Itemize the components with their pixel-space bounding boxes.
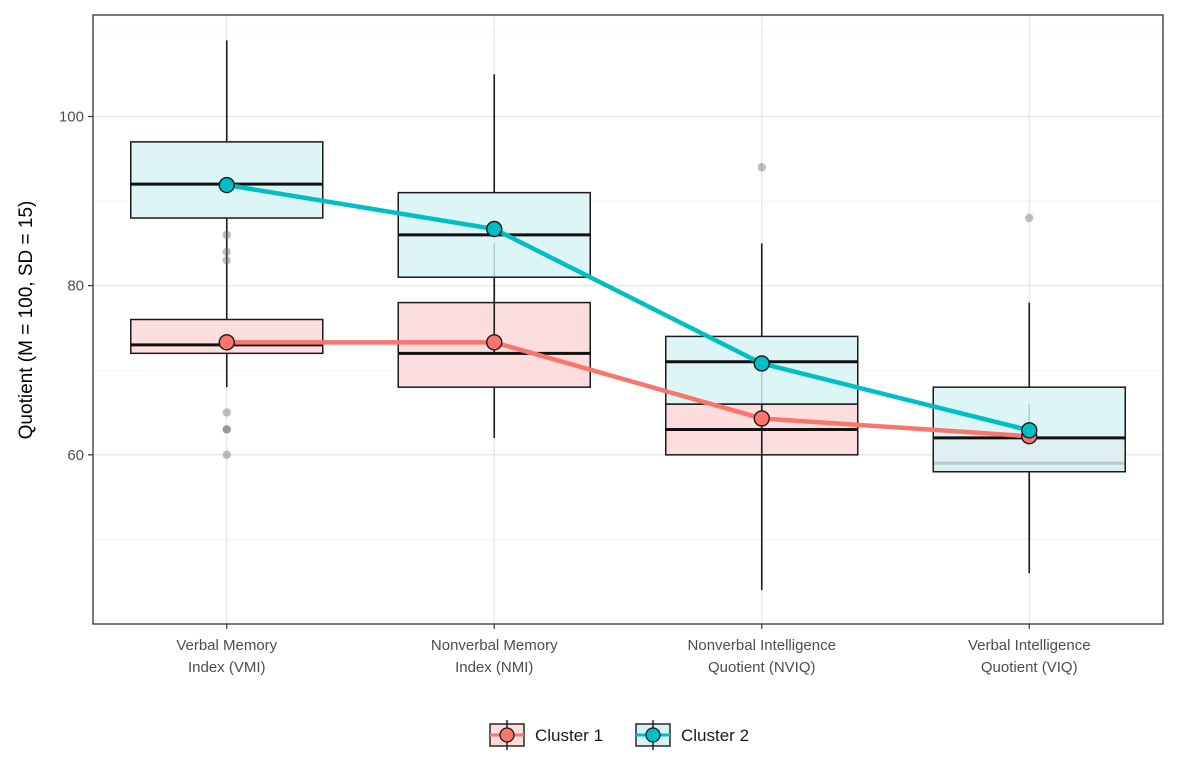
- legend: Cluster 1 Cluster 2: [489, 720, 749, 750]
- mean-line-cluster-2: [224, 182, 1032, 433]
- mean-point-cluster-2: [753, 355, 770, 372]
- outlier-point: [1025, 213, 1034, 223]
- outlier-point: [222, 450, 231, 460]
- x-tick-label: Verbal Intelligence: [968, 637, 1091, 654]
- legend-item-cluster-2: Cluster 2: [635, 720, 749, 750]
- mean-point-cluster-2: [1021, 422, 1038, 439]
- panel-border: [92, 14, 1164, 625]
- x-tick-label: Index (VMI): [188, 659, 266, 676]
- mean-point-cluster-1: [218, 334, 235, 351]
- x-tick-label: Nonverbal Memory: [431, 637, 558, 654]
- y-tick-label: 100: [59, 109, 84, 126]
- y-tick-label: 80: [67, 278, 84, 295]
- mean-point-cluster-2: [218, 176, 235, 194]
- mean-point-cluster-2: [486, 220, 503, 238]
- mean-line-cluster-1: [224, 340, 1032, 439]
- legend-key-point: [499, 727, 515, 743]
- axes: 60 80 100 Verbal Memory Index (VMI) Nonverbal…: [59, 109, 1091, 677]
- legend-item-cluster-1: Cluster 1: [489, 720, 603, 750]
- x-tick-label: Quotient (VIQ): [981, 659, 1078, 676]
- outlier-point: [757, 163, 766, 172]
- x-tick-label: Nonverbal Intelligence: [688, 637, 836, 654]
- legend-key-point: [645, 727, 661, 743]
- legend-label: Cluster 2: [681, 726, 749, 745]
- mean-point-cluster-1: [486, 334, 503, 351]
- outlier-point: [222, 425, 231, 434]
- outlier-point: [222, 408, 231, 417]
- x-tick-label: Quotient (NVIQ): [708, 659, 816, 676]
- outlier-point: [222, 425, 231, 434]
- outlier-point: [222, 247, 231, 257]
- x-tick-label: Index (NMI): [455, 659, 533, 676]
- y-tick-label: 60: [67, 447, 84, 464]
- outlier-point: [222, 230, 231, 240]
- legend-label: Cluster 1: [535, 726, 603, 745]
- boxes: [130, 40, 1126, 591]
- mean-point-cluster-1: [753, 410, 770, 427]
- outlier-point: [222, 256, 231, 265]
- box-1-1: [130, 285, 324, 460]
- y-axis-title: Quotient (M = 100, SD = 15): [16, 201, 37, 440]
- mean-lines: [218, 176, 1038, 445]
- box-2-1: [130, 40, 324, 286]
- x-tick-label: Verbal Memory: [176, 637, 277, 654]
